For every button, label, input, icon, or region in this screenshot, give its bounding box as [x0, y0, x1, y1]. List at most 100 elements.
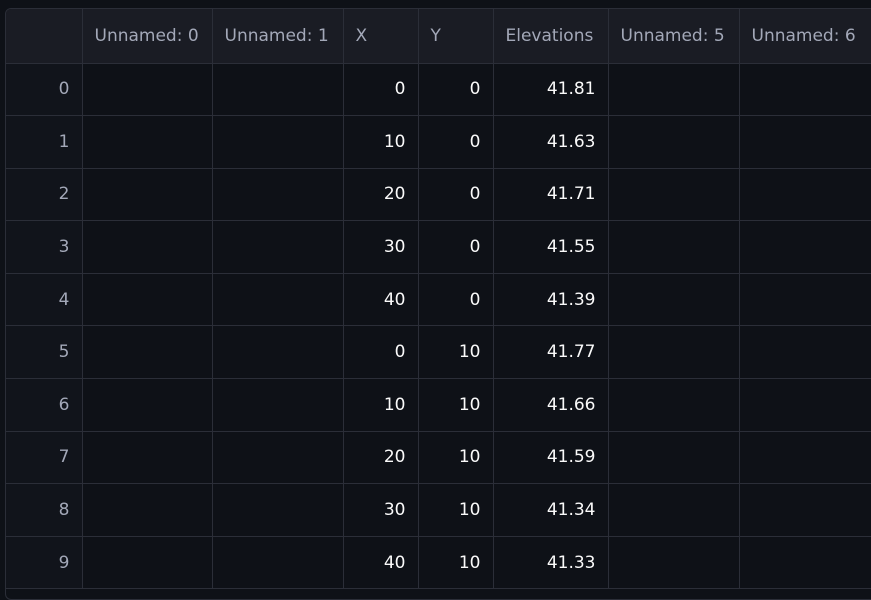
cell-y[interactable]: 0: [418, 168, 494, 222]
cell-x[interactable]: 10: [343, 378, 419, 432]
cell-y[interactable]: 10: [418, 431, 494, 485]
cell-unnamed-0[interactable]: [82, 168, 213, 222]
cell-unnamed-5[interactable]: [608, 431, 740, 485]
cell-unnamed-5[interactable]: [608, 220, 740, 274]
cell-unnamed-0[interactable]: [82, 273, 213, 327]
cell-x[interactable]: 40: [343, 536, 419, 590]
data-table: Unnamed: 0 Unnamed: 1 X Y Elevations Unn…: [6, 9, 871, 590]
cell-unnamed-1[interactable]: [212, 536, 344, 590]
cell-unnamed-5[interactable]: [608, 168, 740, 222]
cell-x[interactable]: 40: [343, 273, 419, 327]
cell-unnamed-1[interactable]: [212, 220, 344, 274]
cell-elevations[interactable]: 41.39: [493, 273, 609, 327]
cell-y[interactable]: 10: [418, 325, 494, 380]
cell-x[interactable]: 10: [343, 115, 419, 169]
table-row: 9 40 10 41.33: [6, 536, 871, 590]
cell-unnamed-1[interactable]: [212, 63, 344, 117]
cell-y[interactable]: 10: [418, 536, 494, 590]
cell-unnamed-6[interactable]: [739, 168, 871, 222]
cell-unnamed-1[interactable]: [212, 273, 344, 327]
table-row: 0 0 0 41.81: [6, 63, 871, 117]
cell-unnamed-1[interactable]: [212, 168, 344, 222]
row-index: 9: [6, 536, 83, 590]
dataframe-viewer[interactable]: Unnamed: 0 Unnamed: 1 X Y Elevations Unn…: [5, 8, 871, 600]
column-header-y[interactable]: Y: [418, 9, 494, 64]
cell-unnamed-1[interactable]: [212, 378, 344, 432]
cell-unnamed-5[interactable]: [608, 115, 740, 169]
table-row: 4 40 0 41.39: [6, 273, 871, 327]
index-header: [6, 9, 83, 64]
cell-unnamed-0[interactable]: [82, 378, 213, 432]
column-header-unnamed-6[interactable]: Unnamed: 6: [739, 9, 871, 64]
cell-unnamed-0[interactable]: [82, 325, 213, 380]
cell-y[interactable]: 10: [418, 378, 494, 432]
table-row: 3 30 0 41.55: [6, 220, 871, 274]
cell-y[interactable]: 0: [418, 63, 494, 117]
cell-y[interactable]: 0: [418, 220, 494, 274]
cell-unnamed-5[interactable]: [608, 483, 740, 537]
cell-unnamed-6[interactable]: [739, 115, 871, 169]
cell-x[interactable]: 20: [343, 431, 419, 485]
cell-unnamed-6[interactable]: [739, 483, 871, 537]
cell-unnamed-6[interactable]: [739, 378, 871, 432]
cell-elevations[interactable]: 41.33: [493, 536, 609, 590]
cell-x[interactable]: 30: [343, 483, 419, 537]
cell-unnamed-1[interactable]: [212, 483, 344, 537]
cell-unnamed-6[interactable]: [739, 273, 871, 327]
cell-elevations[interactable]: 41.66: [493, 378, 609, 432]
cell-elevations[interactable]: 41.71: [493, 168, 609, 222]
cell-elevations[interactable]: 41.81: [493, 63, 609, 117]
column-header-elevations[interactable]: Elevations: [493, 9, 609, 64]
cell-y[interactable]: 0: [418, 273, 494, 327]
cell-unnamed-6[interactable]: [739, 63, 871, 117]
row-index: 6: [6, 378, 83, 432]
cell-unnamed-5[interactable]: [608, 63, 740, 117]
cell-elevations[interactable]: 41.59: [493, 431, 609, 485]
cell-unnamed-0[interactable]: [82, 483, 213, 537]
cell-elevations[interactable]: 41.34: [493, 483, 609, 537]
cell-unnamed-0[interactable]: [82, 431, 213, 485]
cell-unnamed-0[interactable]: [82, 63, 213, 117]
row-index: 8: [6, 483, 83, 537]
cell-unnamed-0[interactable]: [82, 536, 213, 590]
cell-y[interactable]: 10: [418, 483, 494, 537]
cell-x[interactable]: 30: [343, 220, 419, 274]
row-index: 7: [6, 431, 83, 485]
row-index: 4: [6, 273, 83, 327]
cell-unnamed-6[interactable]: [739, 536, 871, 590]
column-header-x[interactable]: X: [343, 9, 419, 64]
cell-y[interactable]: 0: [418, 115, 494, 169]
cell-unnamed-1[interactable]: [212, 115, 344, 169]
column-header-unnamed-5[interactable]: Unnamed: 5: [608, 9, 740, 64]
cell-unnamed-0[interactable]: [82, 115, 213, 169]
cell-unnamed-6[interactable]: [739, 431, 871, 485]
cell-elevations[interactable]: 41.55: [493, 220, 609, 274]
cell-unnamed-5[interactable]: [608, 325, 740, 380]
cell-unnamed-1[interactable]: [212, 325, 344, 380]
row-index: 1: [6, 115, 83, 169]
cell-x[interactable]: 20: [343, 168, 419, 222]
row-index: 2: [6, 168, 83, 222]
column-header-unnamed-0[interactable]: Unnamed: 0: [82, 9, 213, 64]
cell-unnamed-0[interactable]: [82, 220, 213, 274]
cell-unnamed-6[interactable]: [739, 220, 871, 274]
cell-unnamed-1[interactable]: [212, 431, 344, 485]
column-header-unnamed-1[interactable]: Unnamed: 1: [212, 9, 344, 64]
cell-unnamed-5[interactable]: [608, 273, 740, 327]
cell-elevations[interactable]: 41.77: [493, 325, 609, 380]
row-index: 3: [6, 220, 83, 274]
cell-unnamed-6[interactable]: [739, 325, 871, 380]
table-row: 6 10 10 41.66: [6, 378, 871, 432]
table-row: 2 20 0 41.71: [6, 168, 871, 222]
cell-unnamed-5[interactable]: [608, 536, 740, 590]
cell-x[interactable]: 0: [343, 325, 419, 380]
table-row: 1 10 0 41.63: [6, 115, 871, 169]
cell-unnamed-5[interactable]: [608, 378, 740, 432]
table-row: 8 30 10 41.34: [6, 483, 871, 537]
table-row: 5 0 10 41.77: [6, 325, 871, 380]
row-index: 5: [6, 325, 83, 380]
cell-elevations[interactable]: 41.63: [493, 115, 609, 169]
cell-x[interactable]: 0: [343, 63, 419, 117]
header-row: Unnamed: 0 Unnamed: 1 X Y Elevations Unn…: [6, 9, 871, 64]
table-row: 7 20 10 41.59: [6, 431, 871, 485]
